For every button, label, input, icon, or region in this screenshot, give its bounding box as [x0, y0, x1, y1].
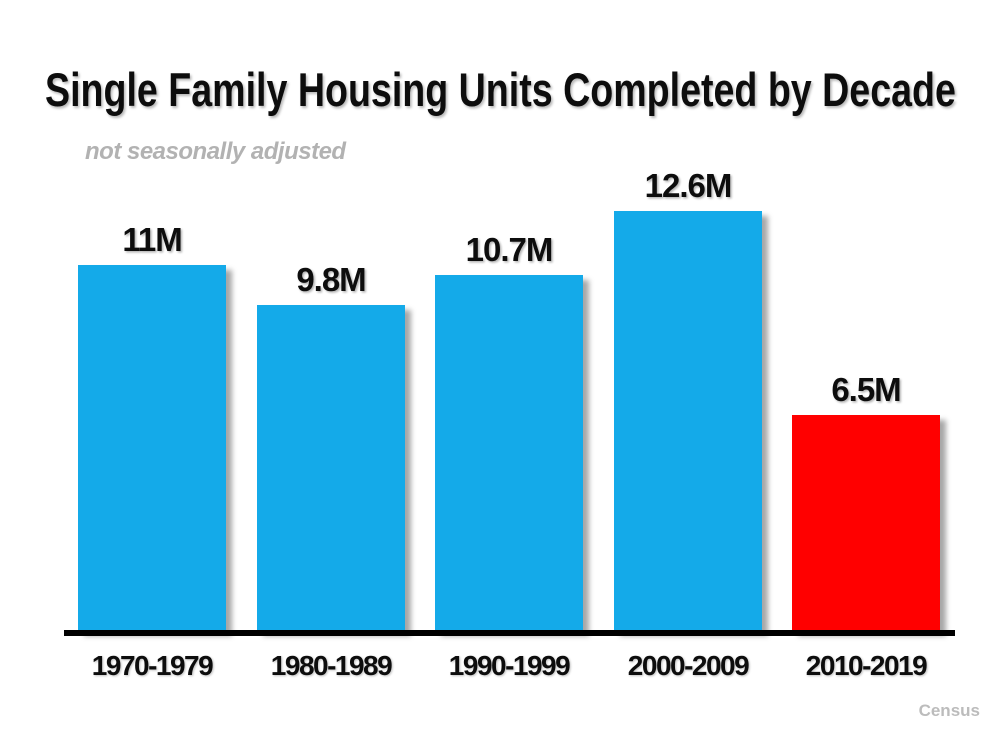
category-label-1980-1989: 1980-1989 [270, 650, 393, 681]
source-label: Census [918, 701, 980, 720]
x-axis-line [64, 630, 955, 636]
value-label-2010-2019: 6.5M [831, 371, 901, 408]
category-label-2010-2019: 2010-2019 [805, 650, 928, 681]
chart-title: Single Family Housing Units Completed by… [45, 63, 956, 116]
value-label-1990-1999: 10.7M [465, 231, 554, 268]
bar-1980-1989 [257, 305, 405, 631]
category-label-2000-2009: 2000-2009 [627, 650, 750, 681]
bar-2000-2009 [614, 211, 762, 631]
bar-1970-1979 [78, 265, 226, 631]
chart-subtitle: not seasonally adjusted [85, 138, 346, 165]
category-label-1970-1979: 1970-1979 [91, 650, 214, 681]
value-label-1980-1989: 9.8M [296, 261, 366, 298]
value-label-1970-1979: 11M [122, 221, 182, 258]
bar-2010-2019 [792, 415, 940, 631]
bar-1990-1999 [435, 275, 583, 631]
value-label-2000-2009: 12.6M [644, 167, 733, 204]
category-label-1990-1999: 1990-1999 [448, 650, 571, 681]
